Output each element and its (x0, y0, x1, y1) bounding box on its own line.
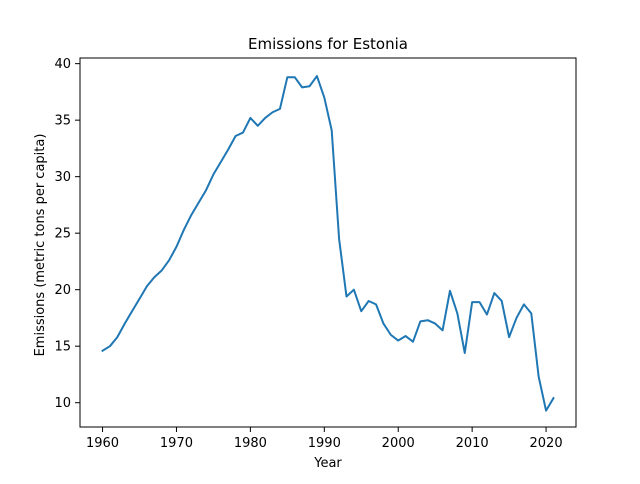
x-tick-label: 2010 (456, 436, 489, 451)
x-tick-label: 1960 (86, 436, 119, 451)
x-tick-label: 1980 (234, 436, 267, 451)
y-tick-label: 10 (54, 396, 71, 411)
y-tick-label: 15 (54, 340, 71, 355)
x-tick-label: 1970 (160, 436, 193, 451)
chart-title: Emissions for Estonia (248, 35, 408, 53)
series-line (101, 75, 555, 412)
y-tick-label: 40 (54, 57, 71, 72)
y-axis-label: Emissions (metric tons per capita) (33, 134, 48, 357)
axes-frame (79, 57, 577, 428)
x-axis-label: Year (313, 456, 342, 471)
x-tick-label: 1990 (308, 436, 341, 451)
x-axis: 1960 1970 1980 1990 2000 2010 2020 (86, 427, 563, 451)
y-tick-label: 30 (54, 170, 71, 185)
x-tick-label: 2020 (530, 436, 563, 451)
y-tick-label: 35 (54, 114, 71, 129)
y-tick-label: 25 (54, 227, 71, 242)
y-axis: 10 15 20 25 30 35 40 (54, 57, 80, 411)
y-tick-label: 20 (54, 283, 71, 298)
x-tick-label: 2000 (382, 436, 415, 451)
